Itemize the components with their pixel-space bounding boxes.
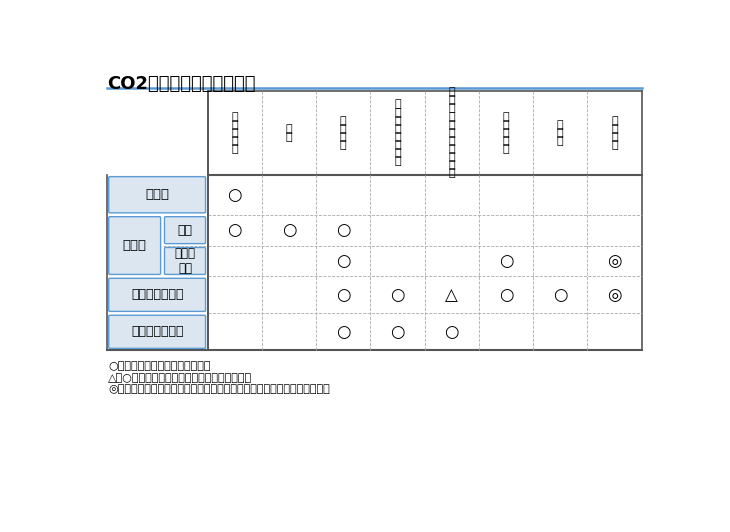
Text: 物: 物 [448, 95, 455, 105]
Text: 燃費法: 燃費法 [123, 239, 147, 252]
Text: ○: ○ [336, 252, 350, 270]
Text: ロ: ロ [448, 160, 455, 170]
FancyBboxPatch shape [164, 217, 206, 244]
Text: ◎: ◎ [607, 252, 622, 270]
Text: キ: キ [448, 152, 455, 162]
Text: 車: 車 [611, 115, 618, 126]
Text: 貨: 貨 [448, 87, 455, 97]
Text: 重: 重 [394, 115, 401, 126]
Text: 使: 使 [231, 128, 238, 138]
Text: ン: ン [448, 144, 455, 154]
Text: 燃料法: 燃料法 [145, 188, 169, 201]
Text: ト: ト [448, 136, 455, 146]
Text: （: （ [394, 132, 401, 142]
FancyBboxPatch shape [164, 247, 206, 275]
Text: 送: 送 [339, 124, 347, 134]
Text: 費: 費 [285, 132, 292, 142]
Text: 載: 載 [502, 136, 510, 146]
Text: 量: 量 [231, 144, 238, 154]
FancyBboxPatch shape [109, 315, 206, 348]
Text: ◎: ◎ [607, 286, 622, 304]
Text: ○: ○ [553, 286, 567, 304]
Text: ）: ） [448, 168, 455, 178]
Text: ○: ○ [390, 286, 404, 304]
Text: ○: ○ [499, 286, 513, 304]
Text: 大: 大 [502, 120, 510, 130]
Text: ○: ○ [282, 221, 296, 239]
FancyBboxPatch shape [109, 217, 161, 275]
Text: ○: ○ [445, 323, 459, 341]
Text: 見なし
燃費: 見なし 燃費 [174, 247, 196, 275]
Text: ◎：算出に必要なデータであり、精緻な算出結果を得るために必要なもの: ◎：算出に必要なデータであり、精緻な算出結果を得るために必要なもの [108, 384, 330, 394]
Text: 燃: 燃 [231, 112, 238, 122]
Text: △: △ [445, 286, 458, 304]
Text: ○：算出時に必要なデータである: ○：算出時に必要なデータである [108, 361, 211, 371]
Text: ト: ト [394, 140, 401, 150]
Text: 距: 距 [339, 132, 347, 142]
Text: 積: 積 [557, 120, 564, 130]
Text: 輸: 輸 [339, 115, 347, 126]
Text: 料: 料 [231, 120, 238, 130]
Text: ○: ○ [227, 221, 242, 239]
Text: ○: ○ [336, 221, 350, 239]
Text: 量: 量 [448, 120, 455, 130]
Text: 量: 量 [394, 124, 401, 134]
Text: 離: 離 [339, 140, 347, 150]
FancyBboxPatch shape [109, 278, 206, 311]
Text: 載: 載 [557, 128, 564, 138]
Text: ）: ） [394, 156, 401, 166]
Text: CO2算出方法別必要データ: CO2算出方法別必要データ [107, 74, 256, 93]
Text: ン: ン [394, 148, 401, 158]
Text: 輸: 輸 [448, 104, 455, 113]
FancyBboxPatch shape [109, 177, 206, 213]
Text: 貨: 貨 [394, 99, 401, 110]
Text: 量: 量 [502, 144, 510, 154]
Text: 両: 両 [611, 124, 618, 134]
Text: 実測: 実測 [177, 223, 193, 237]
Text: 燃: 燃 [285, 124, 292, 134]
Text: （: （ [448, 128, 455, 138]
Text: 用: 用 [231, 136, 238, 146]
Text: ○: ○ [336, 323, 350, 341]
Text: 形: 形 [611, 132, 618, 142]
Text: 送: 送 [448, 112, 455, 122]
Text: 最: 最 [502, 112, 510, 122]
Text: 率: 率 [557, 136, 564, 146]
Text: ○: ○ [227, 186, 242, 204]
Text: 従来トンキロ法: 従来トンキロ法 [131, 325, 183, 338]
Text: ○: ○ [499, 252, 513, 270]
Text: ○: ○ [390, 323, 404, 341]
Text: △：○の代替えデータとなる可能性のあるもの: △：○の代替えデータとなる可能性のあるもの [108, 372, 253, 383]
Text: 物: 物 [394, 107, 401, 118]
Text: ○: ○ [336, 286, 350, 304]
Text: 積: 積 [502, 128, 510, 138]
Text: 改良トンキロ法: 改良トンキロ法 [131, 288, 183, 301]
Text: 式: 式 [611, 140, 618, 150]
